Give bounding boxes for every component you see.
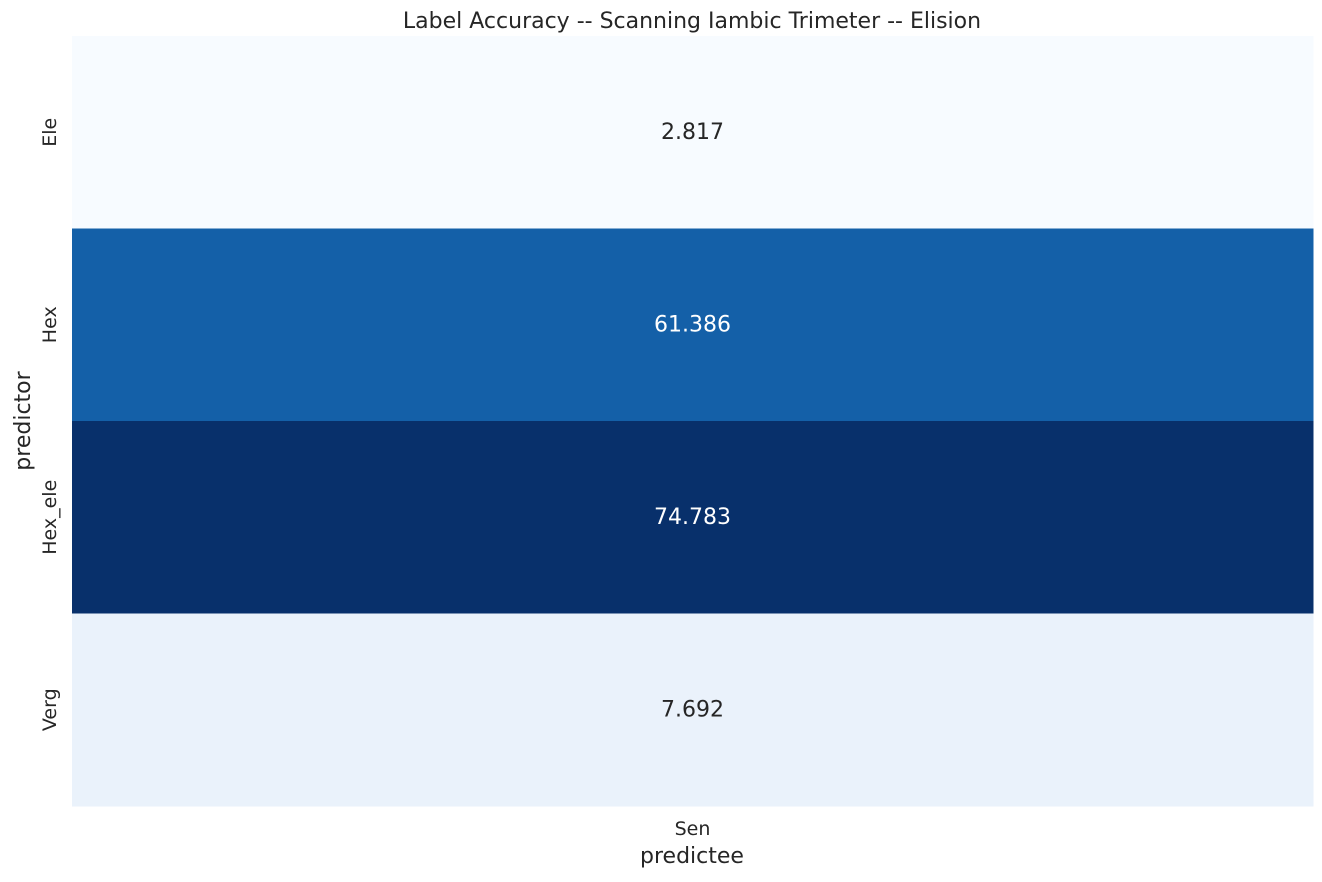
heatmap-cell xyxy=(72,613,1314,807)
y-tick-label: Hex xyxy=(39,306,61,343)
y-tick-labels: Ele Hex Hex_ele Verg xyxy=(39,118,61,731)
y-tick-label: Hex_ele xyxy=(39,480,61,555)
cell-value-label: 74.783 xyxy=(654,505,731,530)
y-tick-label: Verg xyxy=(39,688,61,731)
heatmap-annotations: 2.817 61.386 74.783 7.692 xyxy=(654,120,731,723)
heatmap-cells xyxy=(72,36,1314,807)
heatmap-cell xyxy=(72,36,1314,229)
heatmap-cell xyxy=(72,421,1314,614)
chart-title: Label Accuracy -- Scanning Iambic Trimet… xyxy=(403,9,981,34)
cell-value-label: 7.692 xyxy=(661,697,724,722)
x-tick-labels: Sen xyxy=(675,818,711,840)
y-tick-label: Ele xyxy=(39,118,61,147)
y-axis-label: predictor xyxy=(11,370,36,470)
cell-value-label: 2.817 xyxy=(661,120,724,145)
heatmap-cell xyxy=(72,228,1314,422)
x-tick-label: Sen xyxy=(675,818,711,840)
x-axis-label: predictee xyxy=(640,844,744,869)
cell-value-label: 61.386 xyxy=(654,312,731,337)
